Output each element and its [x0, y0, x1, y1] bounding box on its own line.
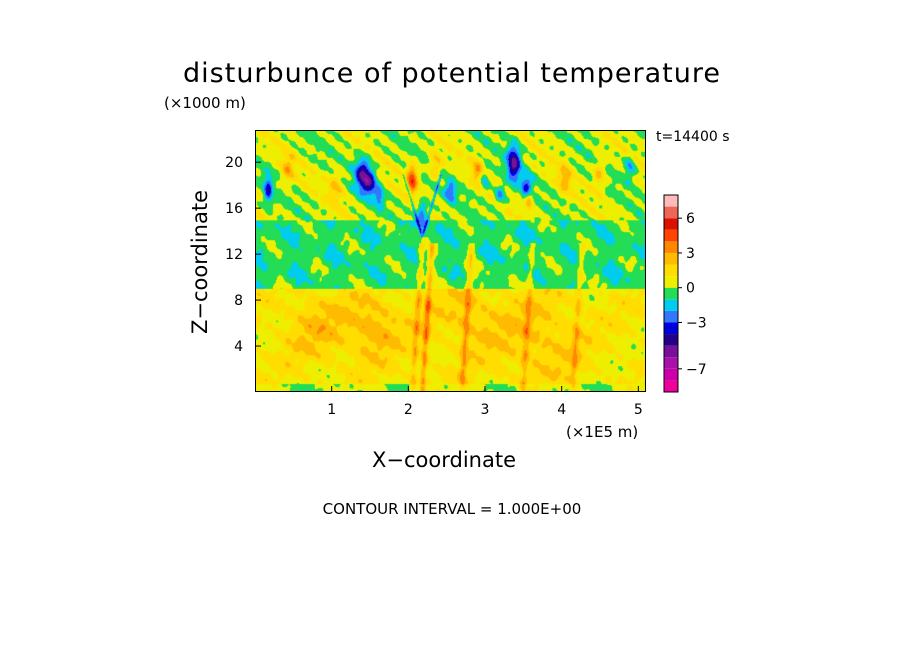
x-axis-unit: (×1E5 m)	[566, 423, 639, 441]
colorbar-tick-label: 6	[686, 211, 695, 227]
x-tick-label: 1	[327, 402, 336, 418]
y-tick-label: 16	[225, 201, 243, 217]
x-tick-label: 3	[481, 402, 490, 418]
colorbar-swatch	[664, 345, 678, 358]
colorbar-tick-label: −7	[686, 362, 707, 378]
colorbar-tick-label: 3	[686, 246, 695, 262]
colorbar-swatch	[664, 206, 678, 219]
x-tick-label: 4	[557, 402, 566, 418]
colorbar-swatch	[664, 357, 678, 369]
y-tick-label: 4	[234, 339, 243, 355]
x-tick-label: 2	[404, 402, 413, 418]
colorbar-swatch	[664, 195, 678, 207]
y-tick-label: 12	[225, 247, 243, 263]
time-label: t=14400 s	[656, 129, 730, 145]
temperature-field	[256, 131, 645, 391]
colorbar-tick-label: −3	[686, 315, 707, 331]
y-tick-label: 20	[225, 155, 243, 171]
colorbar-swatch	[664, 264, 678, 277]
x-tick-label: 5	[634, 402, 643, 418]
colorbar-swatch	[664, 276, 678, 288]
colorbar-swatch	[664, 241, 678, 253]
chart-title: disturbunce of potential temperature	[183, 58, 721, 89]
colorbar-tick-label: 0	[686, 281, 695, 297]
contour-interval-note: CONTOUR INTERVAL = 1.000E+00	[322, 500, 582, 518]
colorbar-swatch	[664, 368, 678, 381]
colorbar-swatch	[664, 229, 678, 242]
contour-plot-area	[255, 130, 646, 392]
x-axis-label: X−coordinate	[372, 448, 516, 472]
colorbar-swatch	[664, 218, 678, 230]
colorbar-swatch	[664, 299, 678, 311]
colorbar-swatch	[664, 310, 678, 323]
colorbar-swatch	[664, 334, 678, 346]
colorbar-swatch	[664, 322, 678, 335]
colorbar-swatch	[664, 380, 678, 392]
colorbar-swatch	[664, 252, 678, 265]
colorbar-frame	[663, 194, 679, 393]
y-axis-unit: (×1000 m)	[164, 94, 246, 112]
colorbar-swatch	[664, 287, 678, 300]
y-tick-label: 8	[234, 293, 243, 309]
